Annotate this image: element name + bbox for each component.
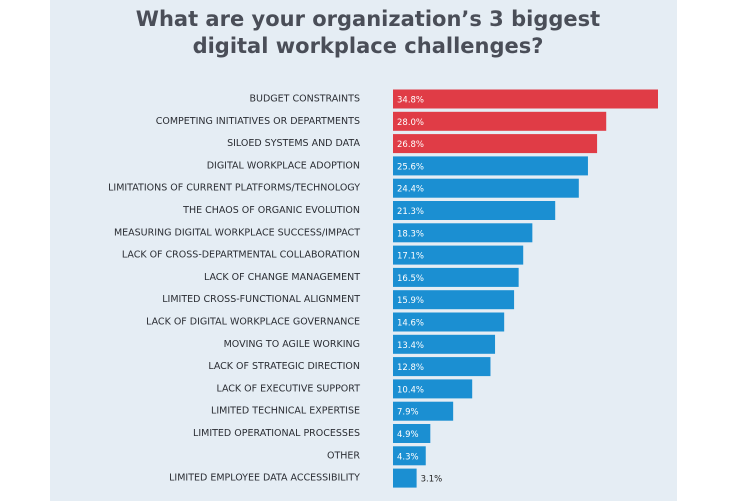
value-label: 25.6% <box>397 162 424 172</box>
chart-title: digital workplace challenges? <box>193 34 544 58</box>
category-label: LIMITED CROSS-FUNCTIONAL ALIGNMENT <box>162 294 360 305</box>
value-label: 14.6% <box>397 319 424 329</box>
bar <box>393 245 524 265</box>
value-label: 16.5% <box>397 274 424 284</box>
bar <box>393 223 533 243</box>
category-label: LIMITED TECHNICAL EXPERTISE <box>211 406 360 417</box>
value-label: 12.8% <box>397 363 424 373</box>
value-label: 21.3% <box>397 207 424 217</box>
value-label: 26.8% <box>397 140 424 150</box>
value-label: 13.4% <box>397 341 424 351</box>
chart-title: What are your organization’s 3 biggest <box>136 7 600 31</box>
bar <box>393 201 556 220</box>
category-label: LACK OF CHANGE MANAGEMENT <box>204 272 360 283</box>
bar <box>393 334 496 354</box>
value-label: 24.4% <box>397 185 424 195</box>
bar <box>393 178 579 198</box>
bar <box>393 290 515 310</box>
category-label: MOVING TO AGILE WORKING <box>224 339 360 350</box>
bar <box>393 89 658 109</box>
category-label: COMPETING INITIATIVES OR DEPARTMENTS <box>156 116 360 127</box>
category-label: LACK OF STRATEGIC DIRECTION <box>208 361 360 372</box>
bar <box>393 379 473 399</box>
bar <box>393 156 588 176</box>
category-label: LACK OF CROSS-DEPARTMENTAL COLLABORATION <box>122 250 360 261</box>
value-label: 15.9% <box>397 296 424 306</box>
value-label: 3.1% <box>421 475 443 485</box>
category-label: BUDGET CONSTRAINTS <box>250 94 360 105</box>
bar <box>393 446 426 466</box>
category-label: LIMITATIONS OF CURRENT PLATFORMS/TECHNOL… <box>108 183 360 194</box>
value-label: 10.4% <box>397 385 424 395</box>
value-label: 7.9% <box>397 408 419 418</box>
value-label: 34.8% <box>397 96 424 106</box>
bar <box>393 468 417 488</box>
category-label: DIGITAL WORKPLACE ADOPTION <box>207 160 360 171</box>
category-label: LIMITED OPERATIONAL PROCESSES <box>193 428 360 439</box>
category-label: THE CHAOS OF ORGANIC EVOLUTION <box>182 205 360 216</box>
category-label: LACK OF DIGITAL WORKPLACE GOVERNANCE <box>146 317 360 328</box>
value-label: 4.3% <box>397 452 419 462</box>
category-label: SILOED SYSTEMS AND DATA <box>227 138 360 149</box>
bar <box>393 267 519 287</box>
bar <box>393 357 491 377</box>
category-label: MEASURING DIGITAL WORKPLACE SUCCESS/IMPA… <box>114 227 360 238</box>
panel <box>50 0 677 501</box>
category-label: LACK OF EXECUTIVE SUPPORT <box>216 383 360 394</box>
bar <box>393 134 598 154</box>
value-label: 18.3% <box>397 229 424 239</box>
value-label: 4.9% <box>397 430 419 440</box>
bar <box>393 312 505 332</box>
category-label: LIMITED EMPLOYEE DATA ACCESSIBILITY <box>169 473 360 484</box>
value-label: 17.1% <box>397 252 424 262</box>
value-label: 28.0% <box>397 118 424 128</box>
bar <box>393 111 607 131</box>
bar <box>393 401 454 421</box>
category-label: OTHER <box>327 450 360 461</box>
bar <box>393 424 431 443</box>
